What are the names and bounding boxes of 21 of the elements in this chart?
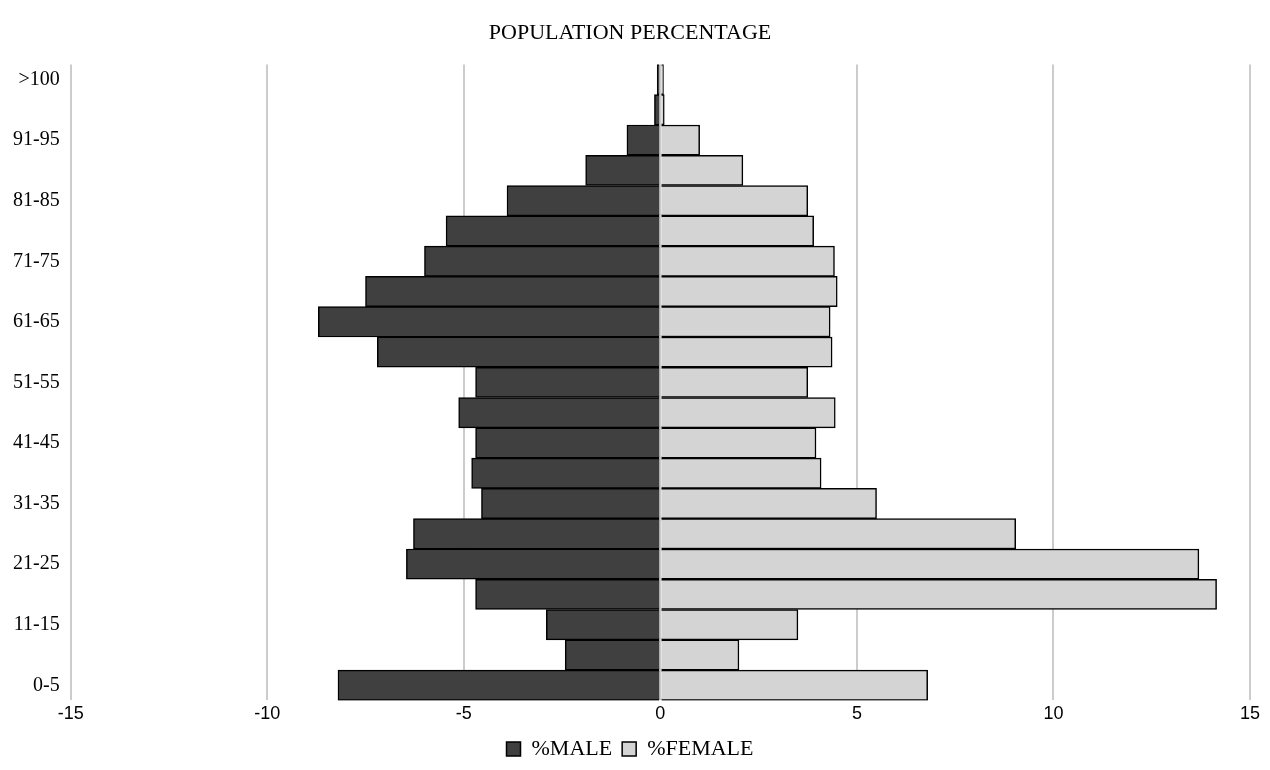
y-tick-label: 81-85: [12, 187, 60, 210]
y-tick-label: 31-35: [12, 490, 60, 513]
x-tick-label: -15: [57, 703, 84, 724]
y-tick-label: 91-95: [12, 127, 60, 150]
y-tick-label: 61-65: [12, 309, 60, 332]
y-tick-label: 11-15: [13, 611, 60, 634]
y-tick-label: 21-25: [12, 551, 60, 574]
x-tick-label: -5: [455, 703, 472, 724]
y-tick-label: >100: [18, 66, 60, 89]
y-tick-label: 41-45: [12, 430, 60, 453]
y-tick-label: 71-75: [12, 248, 60, 271]
x-tick-label: 10: [1043, 703, 1064, 724]
x-tick-label: 0: [655, 703, 666, 724]
y-tick-label: 51-55: [12, 369, 60, 392]
chart-title: POPULATION PERCENTAGE: [488, 18, 772, 44]
legend-label: %FEMALE: [647, 734, 754, 760]
x-tick-label: 15: [1239, 703, 1261, 724]
y-tick-label: 0-5: [32, 672, 60, 695]
x-tick-label: -10: [254, 703, 281, 724]
legend-label: %MALE: [531, 734, 613, 760]
x-tick-label: 5: [851, 703, 862, 724]
